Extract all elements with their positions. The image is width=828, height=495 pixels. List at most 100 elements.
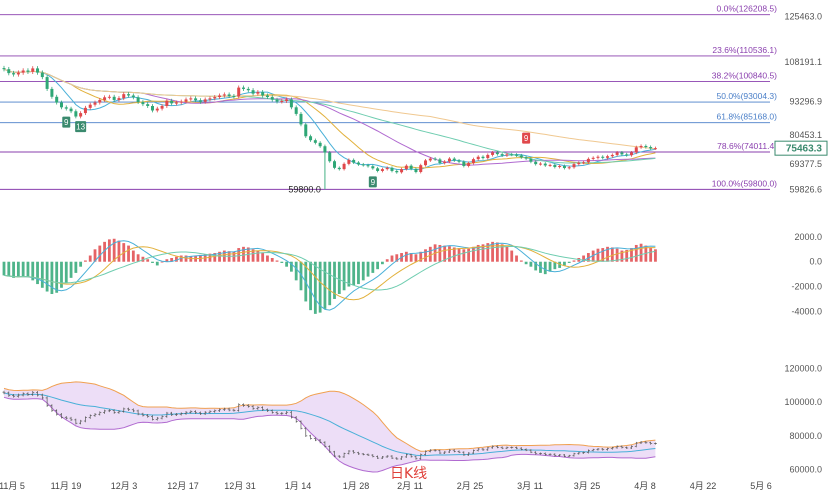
candle: [232, 96, 236, 98]
candle: [534, 161, 538, 165]
candle: [21, 70, 25, 73]
candle: [50, 88, 54, 97]
candle: [270, 97, 274, 100]
macd-bar: [7, 261, 11, 277]
candle: [457, 160, 461, 162]
candle: [69, 108, 73, 112]
candle: [79, 113, 83, 117]
candle: [625, 154, 629, 156]
macd-bar: [69, 261, 73, 278]
macd-bar: [395, 254, 399, 262]
bollinger-band: [4, 381, 656, 472]
macd-bar: [586, 253, 590, 262]
macd-bar: [261, 252, 265, 262]
candle: [582, 162, 586, 164]
macd-bar: [266, 255, 269, 262]
candle: [644, 145, 648, 148]
macd-bar: [31, 261, 35, 281]
macd-bar: [213, 253, 217, 262]
candle: [12, 73, 16, 75]
macd-bar: [347, 261, 351, 287]
macd-bar: [567, 261, 571, 263]
candle: [342, 163, 346, 170]
bollinger-tick: 60000.0: [789, 465, 822, 475]
macd-bar: [60, 261, 63, 288]
candle: [452, 158, 456, 161]
macd-bar: [151, 261, 154, 263]
candle: [562, 165, 566, 169]
macd-bar: [467, 248, 471, 262]
macd-bar: [50, 261, 54, 294]
macd-bar: [285, 261, 289, 267]
candle: [548, 164, 552, 166]
macd-bar: [654, 249, 657, 262]
candle: [141, 102, 145, 105]
candle: [318, 142, 322, 147]
candle: [491, 152, 495, 155]
x-tick: 12月 31: [224, 481, 256, 491]
macd-bar: [74, 261, 78, 273]
candle: [112, 96, 116, 100]
x-tick: 2月 25: [457, 481, 484, 491]
macd-bar: [534, 261, 538, 271]
macd-bar: [270, 258, 274, 262]
td-markers: 9 13 9 9: [62, 116, 531, 188]
macd-bar: [299, 261, 303, 291]
price-tick: 108191.1: [784, 57, 822, 67]
bollinger-tick: 100000.0: [784, 397, 822, 407]
candle: [189, 98, 193, 100]
candle: [246, 88, 250, 91]
macd-bar: [36, 261, 39, 285]
macd-bar: [136, 254, 140, 262]
macd-bar: [610, 247, 614, 262]
macd-bar: [160, 261, 164, 263]
macd-bar: [16, 261, 20, 278]
macd-bar: [505, 246, 509, 262]
macd-tick: -2000.0: [791, 282, 822, 292]
macd-bar: [26, 261, 30, 277]
macd-bar: [313, 261, 317, 314]
macd-bar: [462, 249, 466, 262]
candle: [467, 163, 471, 166]
fib-label: 50.0%(93004.3): [717, 91, 778, 101]
candle: [131, 95, 135, 98]
macd-bar: [500, 244, 504, 262]
macd-bar: [543, 261, 547, 275]
macd-bar: [40, 261, 44, 288]
macd-bar: [558, 261, 562, 268]
candlesticks: 59800.0: [2, 65, 657, 194]
candle: [486, 154, 490, 159]
ma-line: [3, 68, 656, 150]
macd-bar: [409, 253, 413, 262]
candle: [74, 111, 78, 117]
candle: [184, 99, 188, 102]
macd-bar: [328, 261, 332, 306]
macd-bar: [443, 245, 447, 262]
candle: [529, 158, 533, 162]
macd-bar: [184, 255, 188, 262]
price-axis: 125463.0 108191.1 93296.9 80453.1 69377.5 598…: [774, 12, 828, 194]
candle: [165, 100, 169, 106]
macd-bar: [45, 261, 49, 292]
candle: [505, 154, 509, 156]
candle: [309, 136, 313, 141]
candle: [40, 72, 44, 78]
candle: [16, 72, 20, 75]
macd-bar: [448, 246, 451, 262]
macd-tick: 0.0: [809, 257, 822, 267]
candle: [218, 95, 222, 98]
macd-bar: [131, 250, 135, 262]
candle: [237, 87, 241, 97]
td-marker-text: 13: [76, 123, 85, 132]
candle: [610, 154, 614, 157]
candle: [409, 165, 413, 169]
macd-bar: [294, 261, 298, 281]
macd-bar: [309, 261, 312, 311]
macd-bar: [275, 260, 279, 262]
candle: [543, 163, 547, 166]
candle: [107, 96, 111, 98]
macd-bar: [107, 239, 111, 262]
candle: [160, 106, 164, 109]
x-tick: 12月 3: [111, 481, 138, 491]
candle: [127, 94, 131, 96]
